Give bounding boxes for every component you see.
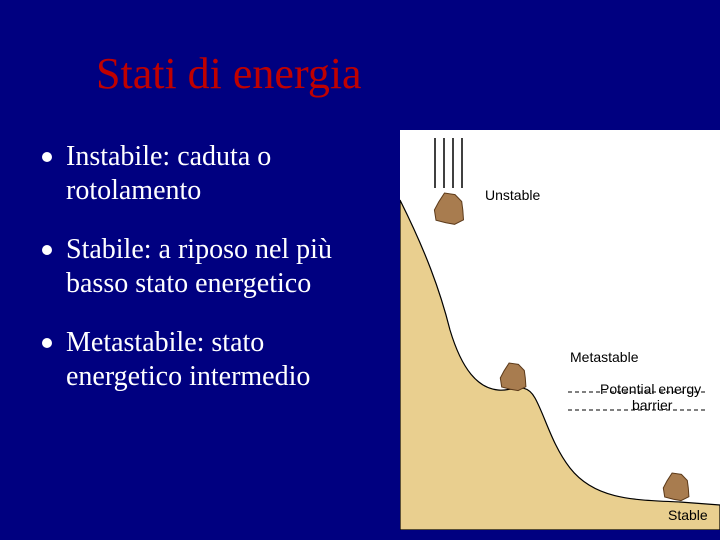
diagram-svg: Unstable Metastable Potential energybarrie… bbox=[400, 130, 720, 530]
slide-title: Stati di energia bbox=[96, 48, 362, 99]
diagram-label: Metastable bbox=[570, 349, 639, 365]
diagram-label: barrier bbox=[632, 397, 673, 413]
energy-diagram: Unstable Metastable Potential energybarrie… bbox=[400, 130, 720, 530]
diagram-label: Stable bbox=[668, 507, 708, 523]
list-item: Stabile: a riposo nel più basso stato en… bbox=[40, 233, 370, 300]
diagram-label: Unstable bbox=[485, 187, 540, 203]
bullet-list: Instabile: caduta o rotolamento Stabile:… bbox=[40, 140, 370, 420]
list-item: Metastabile: stato energetico intermedio bbox=[40, 326, 370, 393]
diagram-label: Potential energy bbox=[600, 381, 701, 397]
list-item: Instabile: caduta o rotolamento bbox=[40, 140, 370, 207]
